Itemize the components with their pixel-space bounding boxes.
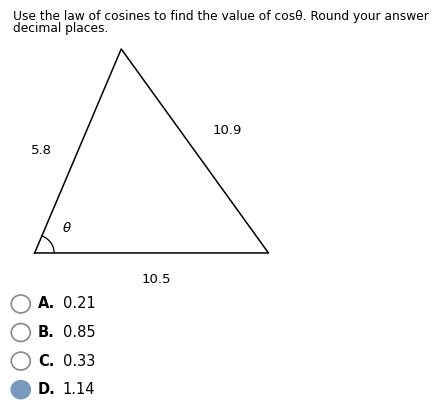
Text: decimal places.: decimal places. <box>13 22 108 35</box>
Circle shape <box>11 324 30 341</box>
Circle shape <box>11 381 30 399</box>
Text: 0.33: 0.33 <box>63 354 95 368</box>
Circle shape <box>11 352 30 370</box>
Text: B.: B. <box>38 325 55 340</box>
Text: 0.21: 0.21 <box>63 297 96 311</box>
Text: A.: A. <box>38 297 55 311</box>
Circle shape <box>11 295 30 313</box>
Text: 10.9: 10.9 <box>212 124 242 137</box>
Text: 1.14: 1.14 <box>63 382 95 397</box>
Text: 0.85: 0.85 <box>63 325 95 340</box>
Text: D.: D. <box>38 382 56 397</box>
Text: θ: θ <box>63 222 71 235</box>
Text: 10.5: 10.5 <box>141 273 171 286</box>
Text: C.: C. <box>38 354 55 368</box>
Text: Use the law of cosines to find the value of cosθ. Round your answer to two: Use the law of cosines to find the value… <box>13 10 433 23</box>
Text: 5.8: 5.8 <box>31 144 52 157</box>
